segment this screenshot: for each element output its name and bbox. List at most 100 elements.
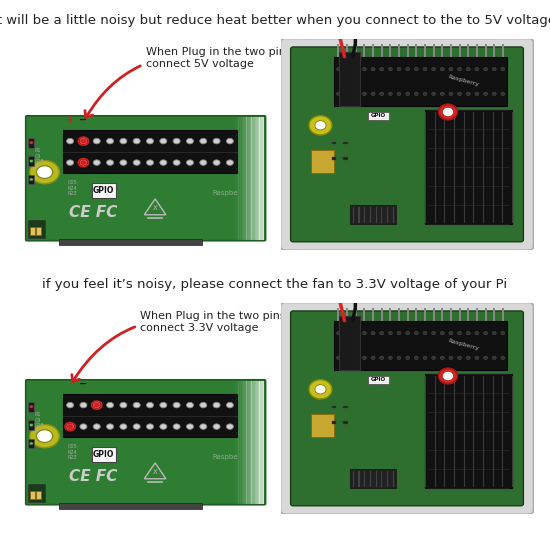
Bar [450,44,452,57]
Bar [258,381,260,504]
Bar [238,117,240,240]
Bar [398,308,400,321]
Bar [338,308,339,321]
Circle shape [379,332,384,335]
Bar [502,308,504,321]
Circle shape [173,139,180,144]
Circle shape [337,92,340,96]
Circle shape [371,92,375,96]
FancyBboxPatch shape [290,47,524,242]
Bar [424,308,426,321]
Bar [355,44,357,57]
Circle shape [200,403,207,408]
Bar [29,156,34,166]
Circle shape [440,92,444,96]
Bar [262,381,265,504]
Circle shape [30,161,59,184]
Bar [334,321,507,370]
Circle shape [475,68,479,71]
Circle shape [120,160,127,166]
Circle shape [337,332,340,335]
Circle shape [449,92,453,96]
Circle shape [492,92,496,96]
Bar [234,117,235,240]
Bar [433,308,434,321]
Circle shape [227,160,233,166]
Bar [485,308,487,321]
Bar [381,308,383,321]
Bar [240,381,242,504]
Bar [346,44,348,57]
Bar [355,44,357,57]
Bar [29,138,34,147]
Bar [364,471,365,487]
Bar [389,44,392,57]
Circle shape [80,160,87,166]
Circle shape [423,68,427,71]
Text: C05
R24
R23: C05 R24 R23 [68,444,77,460]
Bar [393,471,394,487]
Circle shape [397,332,401,335]
Bar [311,150,334,173]
Circle shape [345,68,349,71]
Bar [353,471,354,487]
Circle shape [107,139,113,144]
Circle shape [458,332,461,335]
Circle shape [94,160,100,166]
Circle shape [423,356,427,360]
Bar [29,420,34,430]
Bar [250,381,251,504]
Bar [29,438,34,448]
Circle shape [397,356,401,360]
Bar [245,117,247,240]
Bar [346,44,348,57]
Bar [246,117,248,240]
Circle shape [379,92,384,96]
Circle shape [466,68,470,71]
Circle shape [388,356,392,360]
Circle shape [492,68,496,71]
Circle shape [133,160,140,166]
Circle shape [227,403,233,408]
Text: R1
Q1
R05
Q6: R1 Q1 R05 Q6 [35,411,44,434]
FancyBboxPatch shape [367,376,389,384]
Text: −: − [79,115,87,125]
Text: if you feel it’s noisy, please connect the fan to 3.3V voltage of your Pi: if you feel it’s noisy, please connect t… [42,278,508,291]
Bar [376,471,377,487]
Circle shape [354,356,358,360]
Bar [364,44,365,57]
Text: GPIO: GPIO [93,186,114,195]
FancyBboxPatch shape [280,302,534,514]
Bar [372,308,374,321]
Bar [424,44,426,57]
Bar [261,381,263,504]
Bar [236,381,239,504]
Bar [485,44,487,57]
Bar [370,207,371,223]
Circle shape [30,442,33,445]
Bar [415,44,417,57]
Bar [493,308,495,321]
Bar [493,44,495,57]
Circle shape [483,92,488,96]
Text: When Plug in the two pins
connect 3.3V voltage: When Plug in the two pins connect 3.3V v… [72,311,286,382]
Circle shape [388,92,392,96]
Text: R1
Q1
R05
Q6: R1 Q1 R05 Q6 [35,147,44,170]
Circle shape [315,120,326,130]
Circle shape [337,68,340,71]
Circle shape [371,68,375,71]
Circle shape [160,424,167,430]
Circle shape [173,160,180,166]
Circle shape [414,92,419,96]
Bar [425,374,512,488]
Bar [468,308,469,321]
Bar [372,44,374,57]
Text: GPIO: GPIO [93,450,114,459]
Circle shape [345,332,349,335]
FancyBboxPatch shape [26,380,266,505]
Circle shape [466,356,470,360]
Bar [502,44,504,57]
Text: C05
R24
R23: C05 R24 R23 [68,180,77,196]
Circle shape [362,332,366,335]
Bar [253,117,255,240]
